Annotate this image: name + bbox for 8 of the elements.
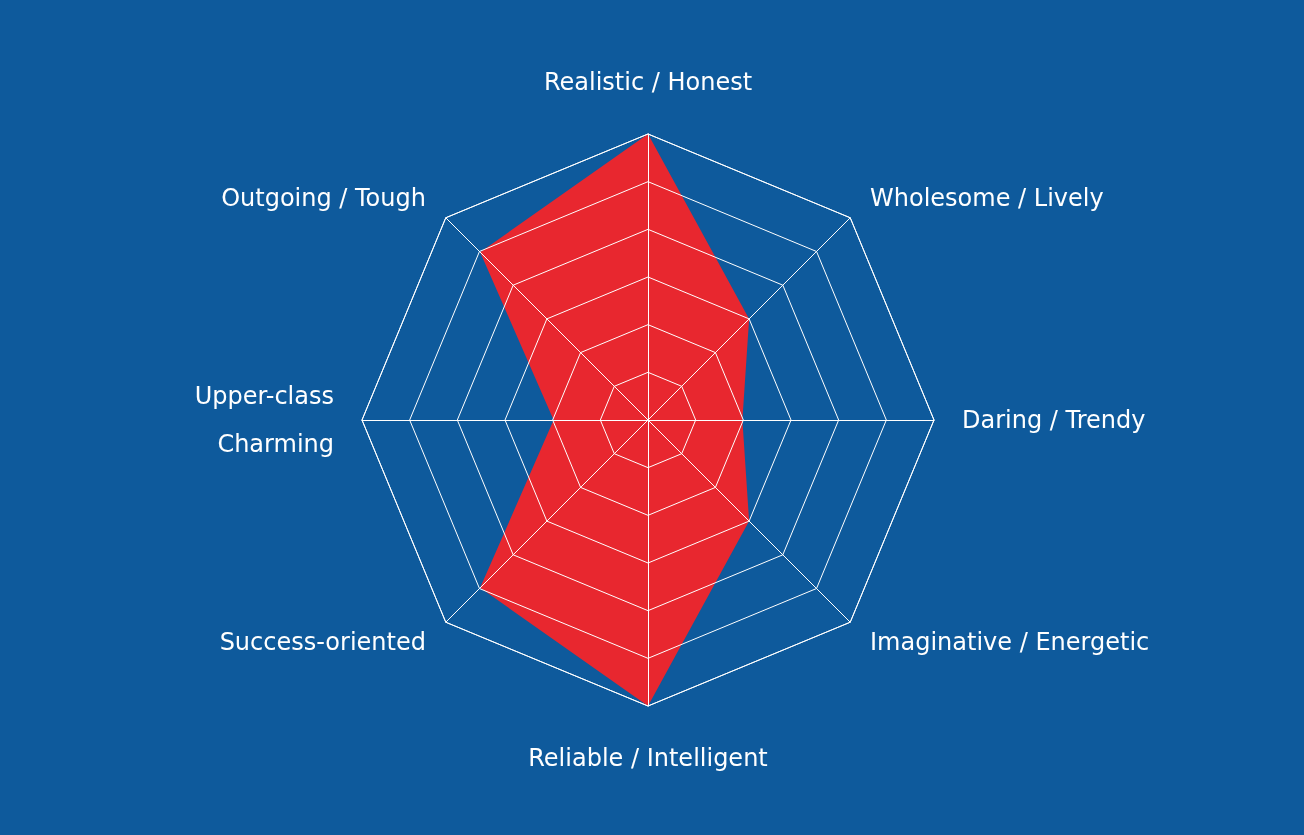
spoke-label: Outgoing / Tough [221,183,426,212]
spoke-label: Reliable / Intelligent [528,744,768,772]
spoke-label: Daring / Trendy [962,406,1146,434]
spoke-label: Realistic / Honest [543,68,753,96]
spoke-label: Success-oriented [219,628,426,657]
spoke-label: Wholesome / Lively [870,183,1104,212]
spoke-label: Imaginative / Energetic [870,628,1150,657]
spoke-label: Upper-class Charming [194,382,334,458]
